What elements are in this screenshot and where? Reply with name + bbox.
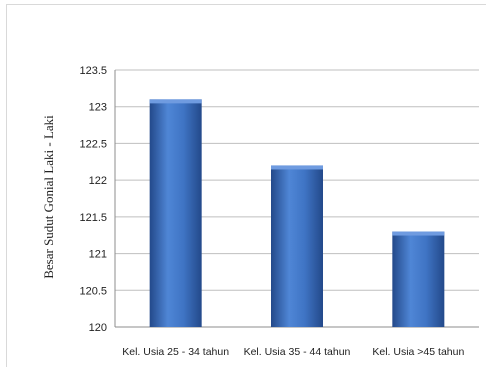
- bar-chart: 120 120.5 121 121.5 122 122.5 123 123.5 Kel. Us…: [41, 65, 479, 358]
- bar-top-highlight: [149, 99, 202, 104]
- y-tick-label: 123: [89, 102, 107, 114]
- y-axis-label: Besar Sudut Gonial Laki - Laki: [41, 115, 56, 279]
- y-tick-label: 122: [89, 175, 107, 187]
- y-tick-label: 120.5: [79, 285, 107, 297]
- y-tick-label: 123.5: [79, 65, 107, 77]
- x-tick-label: Kel. Usia 25 - 34 tahun: [122, 346, 229, 358]
- x-tick-labels: Kel. Usia 25 - 34 tahun Kel. Usia 35 - 44…: [122, 346, 464, 358]
- chart-frame: 120 120.5 121 121.5 122 122.5 123 123.5 Kel. Us…: [6, 4, 486, 367]
- bar: [149, 99, 202, 327]
- bars: [149, 99, 445, 327]
- x-tick-label: Kel. Usia >45 tahun: [372, 346, 464, 358]
- bar-top-highlight: [392, 231, 445, 236]
- y-tick-label: 121: [89, 249, 107, 261]
- y-tick-label: 120: [89, 322, 107, 334]
- bar: [271, 165, 323, 327]
- y-tick-label: 121.5: [79, 212, 107, 224]
- y-tick-labels: 120 120.5 121 121.5 122 122.5 123 123.5: [79, 65, 107, 334]
- bar-top-highlight: [271, 165, 323, 170]
- y-tick-label: 122.5: [79, 138, 107, 150]
- bar: [392, 231, 445, 327]
- x-tick-label: Kel. Usia 35 - 44 tahun: [244, 346, 351, 358]
